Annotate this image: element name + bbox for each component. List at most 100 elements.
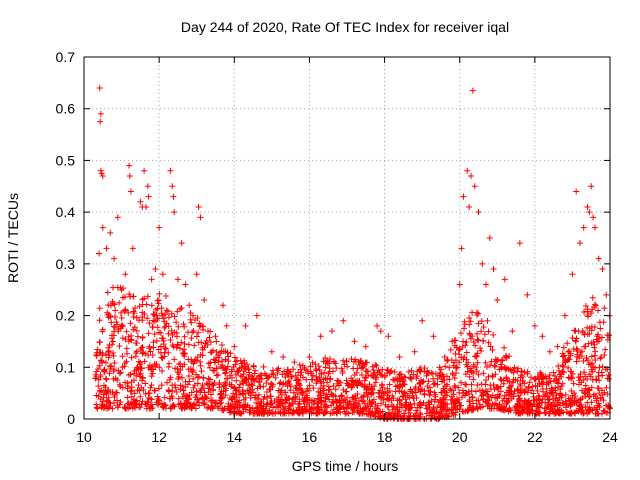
data-point xyxy=(243,376,250,383)
data-point xyxy=(195,339,202,346)
data-point xyxy=(273,403,280,410)
data-point xyxy=(106,370,113,377)
data-point xyxy=(576,240,583,247)
data-point xyxy=(255,373,262,380)
data-point xyxy=(148,382,155,389)
data-point xyxy=(397,400,404,407)
data-point xyxy=(507,406,514,413)
data-point xyxy=(369,409,376,416)
data-point xyxy=(476,401,483,408)
data-point xyxy=(250,389,257,396)
data-point xyxy=(568,375,575,382)
data-point xyxy=(182,384,189,391)
data-point xyxy=(159,367,166,374)
data-point xyxy=(443,389,450,396)
data-point xyxy=(190,328,197,335)
data-point xyxy=(194,380,201,387)
data-point xyxy=(158,305,165,312)
data-point xyxy=(465,388,472,395)
data-point xyxy=(167,167,174,174)
data-point xyxy=(456,389,463,396)
data-point xyxy=(160,337,167,344)
data-point xyxy=(275,387,282,394)
data-point xyxy=(572,337,579,344)
data-point xyxy=(263,379,270,386)
data-point xyxy=(96,305,103,312)
data-point xyxy=(230,390,237,397)
data-point xyxy=(441,353,448,360)
data-point xyxy=(310,385,317,392)
data-point xyxy=(178,240,185,247)
data-point xyxy=(503,374,510,381)
data-point xyxy=(280,353,287,360)
data-point xyxy=(585,340,592,347)
data-point xyxy=(443,357,450,364)
data-point xyxy=(361,400,368,407)
data-point xyxy=(485,393,492,400)
data-point xyxy=(207,339,214,346)
data-point xyxy=(189,404,196,411)
data-point xyxy=(189,369,196,376)
data-point xyxy=(197,214,204,221)
data-point xyxy=(591,352,598,359)
data-point xyxy=(295,369,302,376)
data-point xyxy=(174,308,181,315)
data-point xyxy=(430,381,437,388)
data-point xyxy=(128,337,135,344)
data-point xyxy=(384,403,391,410)
data-point xyxy=(590,214,597,221)
data-point xyxy=(170,193,177,200)
data-point xyxy=(200,326,207,333)
data-point xyxy=(103,245,110,252)
data-point xyxy=(534,383,541,390)
data-point xyxy=(143,301,150,308)
data-point xyxy=(497,363,504,370)
data-point xyxy=(136,387,143,394)
data-point xyxy=(569,335,576,342)
data-point xyxy=(171,356,178,363)
data-point xyxy=(246,404,253,411)
data-point xyxy=(127,320,134,327)
data-point xyxy=(508,382,515,389)
data-point xyxy=(200,400,207,407)
data-point xyxy=(255,391,262,398)
data-point xyxy=(522,388,529,395)
data-point xyxy=(412,412,419,419)
data-point xyxy=(252,367,259,374)
data-point xyxy=(555,362,562,369)
data-point xyxy=(550,369,557,376)
data-point xyxy=(280,405,287,412)
data-point xyxy=(474,350,481,357)
data-point xyxy=(557,402,564,409)
data-point xyxy=(145,399,152,406)
data-point xyxy=(229,401,236,408)
data-point xyxy=(106,348,113,355)
data-point xyxy=(304,408,311,415)
data-point xyxy=(160,404,167,411)
data-point xyxy=(141,358,148,365)
data-point xyxy=(436,372,443,379)
data-point xyxy=(353,381,360,388)
data-point xyxy=(114,402,121,409)
data-point xyxy=(440,396,447,403)
data-point xyxy=(201,297,208,304)
data-point xyxy=(197,358,204,365)
data-point xyxy=(402,402,409,409)
data-point xyxy=(267,393,274,400)
data-point xyxy=(99,328,106,335)
data-point xyxy=(472,342,479,349)
data-point xyxy=(272,374,279,381)
data-point xyxy=(158,310,165,317)
data-point xyxy=(214,352,221,359)
data-point xyxy=(92,371,99,378)
data-point xyxy=(321,401,328,408)
data-point xyxy=(206,380,213,387)
data-point xyxy=(446,376,453,383)
data-point xyxy=(287,387,294,394)
data-point xyxy=(588,384,595,391)
data-point xyxy=(395,408,402,415)
data-point xyxy=(489,392,496,399)
data-point xyxy=(342,388,349,395)
data-point xyxy=(163,320,170,327)
data-point xyxy=(127,388,134,395)
